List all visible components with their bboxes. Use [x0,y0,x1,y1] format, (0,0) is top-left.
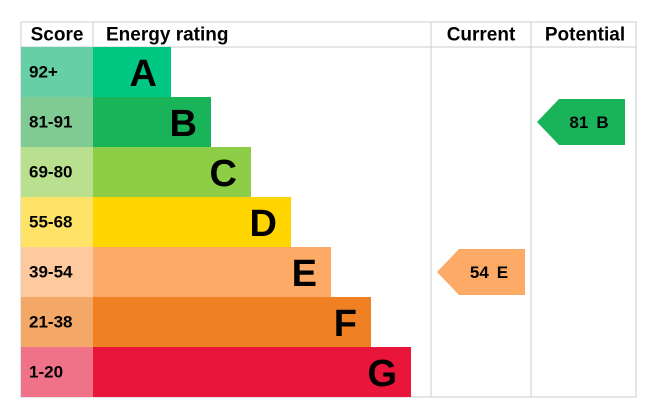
score-label: 92+ [29,63,58,82]
rating-bar [93,197,291,247]
rating-letter: D [250,203,277,245]
current-label: 54 E [470,263,508,282]
rating-letter: E [292,253,317,295]
score-label: 81-91 [29,113,72,132]
header-score: Score [31,25,84,46]
rating-letter: B [170,103,197,145]
rating-letter: G [367,353,397,395]
rating-bar [93,147,251,197]
score-cell [21,297,93,347]
rating-letter: C [210,153,237,195]
rating-letter: F [334,303,357,345]
current-score: 54 [470,263,489,282]
rating-bar [93,47,171,97]
potential-score: 81 [569,113,588,132]
current-rating: E [497,263,508,282]
score-cell [21,197,93,247]
header-energy-rating: Energy rating [106,25,228,46]
header-potential: Potential [545,25,625,46]
score-label: 55-68 [29,213,72,232]
potential-label: 81 B [569,113,608,132]
score-cell [21,247,93,297]
score-cell [21,97,93,147]
score-label: 21-38 [29,313,72,332]
score-label: 39-54 [29,263,73,282]
rating-bar [93,347,411,397]
rating-letter: A [130,53,157,95]
current-arrow [437,249,525,295]
score-cell [21,347,93,397]
rating-bar [93,97,211,147]
header-current: Current [447,25,516,46]
score-label: 1-20 [29,363,63,382]
score-cell [21,147,93,197]
score-label: 69-80 [29,163,72,182]
potential-arrow [537,99,625,145]
rating-bar [93,297,371,347]
score-cell [21,47,93,97]
potential-rating: B [596,113,608,132]
rating-bar [93,247,331,297]
